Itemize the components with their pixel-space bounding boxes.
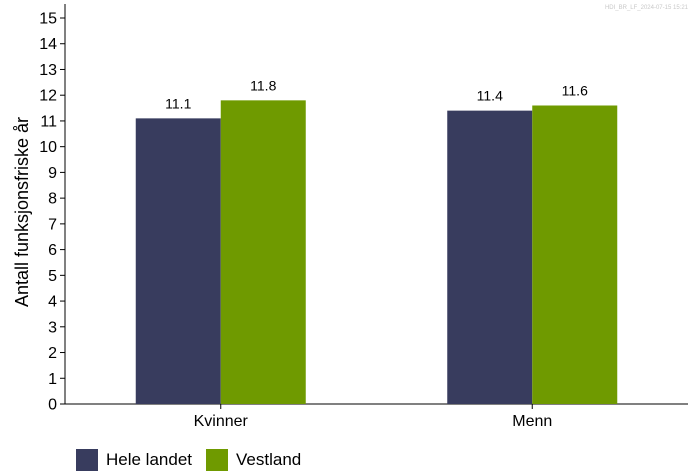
y-tick-label: 12	[39, 88, 57, 105]
y-tick-label: 10	[39, 139, 57, 156]
legend-swatch-hele-landet	[76, 449, 98, 471]
x-axis: Kvinner Menn	[65, 403, 688, 430]
bar	[532, 105, 618, 404]
y-tick-label: 9	[48, 165, 57, 182]
legend: Hele landet Vestland	[76, 449, 315, 471]
bar-value-label: 11.6	[562, 82, 588, 98]
y-axis-title: Antall funksjonsfriske år	[12, 117, 32, 307]
y-tick-label: 6	[48, 242, 57, 259]
legend-swatch-vestland	[206, 449, 229, 471]
bar	[447, 110, 533, 404]
legend-item-vestland: Vestland	[206, 449, 301, 471]
watermark: HDI_BR_LF_2024-07-15 15:21	[605, 5, 689, 11]
legend-label-vestland: Vestland	[236, 450, 302, 469]
y-tick-label: 7	[48, 216, 57, 233]
y-tick-label: 5	[48, 268, 57, 285]
y-tick-label: 4	[48, 294, 57, 311]
data-labels: 11.1 11.8 11.4 11.6	[165, 77, 588, 111]
y-tick-label: 13	[39, 62, 57, 79]
legend-item-hele-landet: Hele landet	[76, 449, 192, 471]
y-tick-label: 11	[40, 113, 57, 130]
bar-value-label: 11.8	[250, 77, 276, 93]
bar	[135, 118, 221, 405]
bars	[135, 100, 618, 405]
bar	[220, 100, 306, 404]
legend-label-hele-landet: Hele landet	[106, 450, 193, 469]
bar-value-label: 11.4	[477, 88, 503, 104]
x-tick-label: Kvinner	[194, 413, 249, 430]
y-tick-label: 1	[48, 371, 57, 388]
bar-value-label: 11.1	[165, 95, 191, 111]
y-tick-label: 8	[48, 191, 57, 208]
y-tick-label: 3	[48, 319, 57, 336]
y-tick-label: 2	[48, 345, 57, 362]
y-tick-label: 14	[39, 36, 57, 53]
y-tick-label: 0	[48, 397, 57, 414]
x-tick-label: Menn	[512, 413, 552, 430]
y-tick-label: 15	[39, 11, 57, 28]
